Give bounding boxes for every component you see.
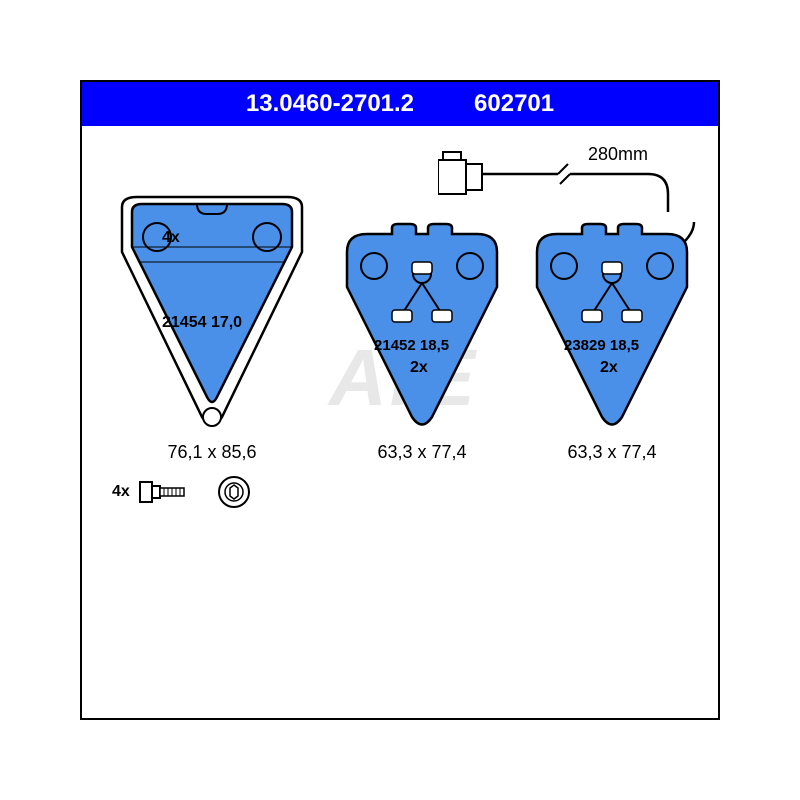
bolt-head-icon (216, 474, 252, 510)
brake-pad-3: 23829 18,5 2x 63,3 x 77,4 (522, 222, 702, 463)
bolt-hardware: 4x (112, 472, 252, 512)
wire-sensor: 280mm (438, 142, 698, 212)
wire-length-text: 280mm (588, 144, 648, 164)
svg-text:2x: 2x (410, 359, 428, 376)
diagram-content: ATE 280mm (82, 132, 718, 718)
svg-text:23829 18,5: 23829 18,5 (564, 337, 639, 354)
part-code: 602701 (474, 90, 554, 118)
header-bar: 13.0460-2701.2 602701 (82, 82, 718, 126)
pad-2-dimensions: 63,3 x 77,4 (332, 442, 512, 463)
brake-pad-2: 21452 18,5 2x 63,3 x 77,4 (332, 222, 512, 463)
svg-text:21452 18,5: 21452 18,5 (374, 337, 449, 354)
diagram-frame: 13.0460-2701.2 602701 ATE 280mm (80, 80, 720, 720)
pad-1-dimensions: 76,1 x 85,6 (102, 442, 322, 463)
bolt-qty: 4x (112, 483, 130, 501)
bolt-icon (138, 472, 208, 512)
pad-3-dimensions: 63,3 x 77,4 (522, 442, 702, 463)
part-number: 13.0460-2701.2 (246, 90, 414, 118)
svg-text:2x: 2x (600, 359, 618, 376)
svg-text:4x: 4x (162, 229, 180, 246)
svg-text:21454 17,0: 21454 17,0 (162, 314, 242, 331)
brake-pad-1: 4x 21454 17,0 76,1 x 85,6 (102, 192, 322, 463)
